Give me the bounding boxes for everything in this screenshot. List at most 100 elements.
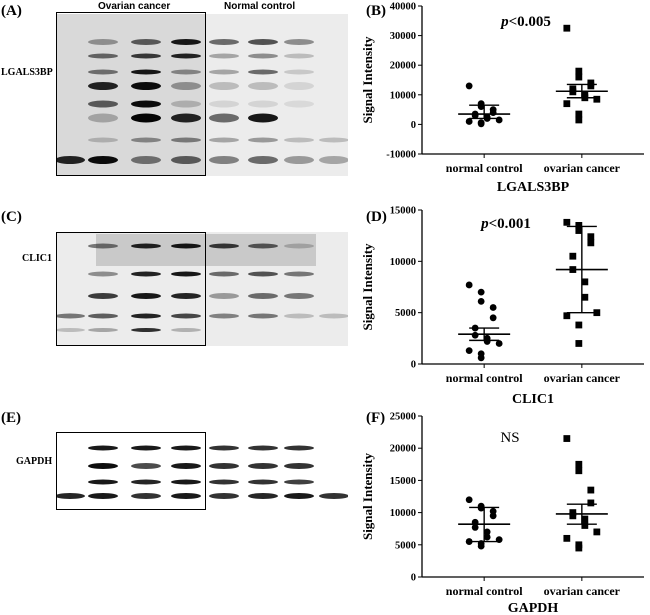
blot-band <box>88 137 118 143</box>
blot-band <box>171 100 201 108</box>
blot-band <box>209 445 239 451</box>
blot-band <box>88 445 118 451</box>
data-point <box>587 233 595 241</box>
data-point <box>465 82 473 90</box>
blot-band <box>88 313 118 319</box>
blot-band <box>284 463 314 469</box>
protein-label-lgals3bp: LGALS3BP <box>1 67 53 78</box>
blot-band <box>131 53 161 59</box>
data-point <box>477 297 485 305</box>
blot-band <box>248 243 278 249</box>
scatter-chart-clic1: 0 5000 10000 15000 normal control ovarian can… <box>360 206 644 406</box>
blot-band <box>319 156 348 164</box>
blot-bands <box>56 445 348 499</box>
blot-band <box>131 293 161 299</box>
data-point <box>581 522 589 529</box>
blot-band <box>131 271 161 277</box>
blot-band <box>171 39 201 45</box>
blot-band <box>171 463 201 469</box>
blot-band <box>131 100 161 108</box>
y-tick-label: 0 <box>411 120 416 131</box>
data-point <box>575 110 583 118</box>
scatter-chart-gapdh: 0 5000 10000 15000 20000 25000 normal control o… <box>360 412 644 615</box>
panel-label-c: (C) <box>1 209 22 225</box>
blot-band <box>171 113 201 123</box>
data-point <box>587 239 595 247</box>
y-tick-label: 15000 <box>390 476 416 487</box>
data-point <box>471 524 479 531</box>
western-blot-lgals3bp <box>56 14 348 176</box>
blot-band <box>171 137 201 143</box>
annotation-p: p <box>479 216 489 232</box>
blot-band <box>56 328 85 332</box>
blot-band <box>284 156 314 164</box>
significance-annotation: p<0.005 <box>499 14 551 30</box>
group-label-ovarian-cancer: Ovarian cancer <box>98 1 171 12</box>
blot-band <box>284 493 314 499</box>
blot-band <box>131 313 161 319</box>
panel-label-e: (E) <box>1 410 21 426</box>
y-tick-label: 10000 <box>390 257 416 268</box>
data-point <box>575 544 583 552</box>
data-point <box>495 340 503 347</box>
blot-band <box>248 82 278 90</box>
data-point <box>477 288 485 296</box>
y-tick-label: 30000 <box>390 31 416 42</box>
blot-band <box>248 313 278 319</box>
blot-band <box>88 53 118 59</box>
blot-band <box>88 328 118 332</box>
scatter-chart-lgals3bp: -10000 0 10000 20000 30000 40000 normal contro… <box>360 2 644 194</box>
blot-band <box>88 493 118 499</box>
significance-annotation: p<0.001 <box>479 216 531 232</box>
blot-band <box>209 271 239 277</box>
significance-annotation: NS <box>500 430 519 446</box>
x-tick-label: ovarian cancer <box>544 371 621 385</box>
data-point <box>495 116 503 124</box>
data-point <box>575 67 583 75</box>
blot-band <box>209 53 239 59</box>
blot-band <box>171 493 201 499</box>
blot-band <box>88 156 118 164</box>
panel-label-d: (D) <box>366 209 387 225</box>
blot-band <box>209 479 239 485</box>
blot-band <box>248 69 278 75</box>
blot-band <box>56 313 85 319</box>
data-point <box>483 533 491 541</box>
data-point <box>575 73 583 81</box>
blot-band <box>248 100 278 108</box>
blot-band <box>248 156 278 164</box>
blot-band <box>209 137 239 143</box>
x-tick-label: normal control <box>446 161 523 175</box>
blot-band <box>131 243 161 249</box>
data-point <box>587 486 595 494</box>
data-point <box>477 354 485 362</box>
blot-band <box>56 156 85 164</box>
blot-band <box>248 137 278 143</box>
group-label-normal-control: Normal control <box>224 1 296 12</box>
x-tick-label: ovarian cancer <box>544 584 621 598</box>
blot-band <box>284 293 314 299</box>
blot-band <box>171 243 201 249</box>
data-point <box>575 321 583 329</box>
blot-band <box>88 69 118 75</box>
y-tick-label: -10000 <box>386 150 416 161</box>
blot-band <box>171 69 201 75</box>
blot-band <box>284 313 314 319</box>
data-point <box>489 512 497 520</box>
y-tick-label: 0 <box>411 360 416 371</box>
annotation-value: <0.001 <box>489 216 531 232</box>
blot-band <box>88 82 118 90</box>
blot-band <box>88 271 118 277</box>
y-tick-label: 20000 <box>390 61 416 72</box>
blot-band <box>171 293 201 299</box>
blot-band <box>209 113 239 123</box>
blot-band <box>284 271 314 277</box>
blot-background <box>96 234 316 266</box>
data-point <box>593 528 601 536</box>
data-point <box>587 499 595 507</box>
data-point <box>471 331 479 339</box>
blot-band <box>131 39 161 45</box>
data-point <box>483 528 491 536</box>
data-point <box>465 347 473 355</box>
blot-band <box>171 479 201 485</box>
